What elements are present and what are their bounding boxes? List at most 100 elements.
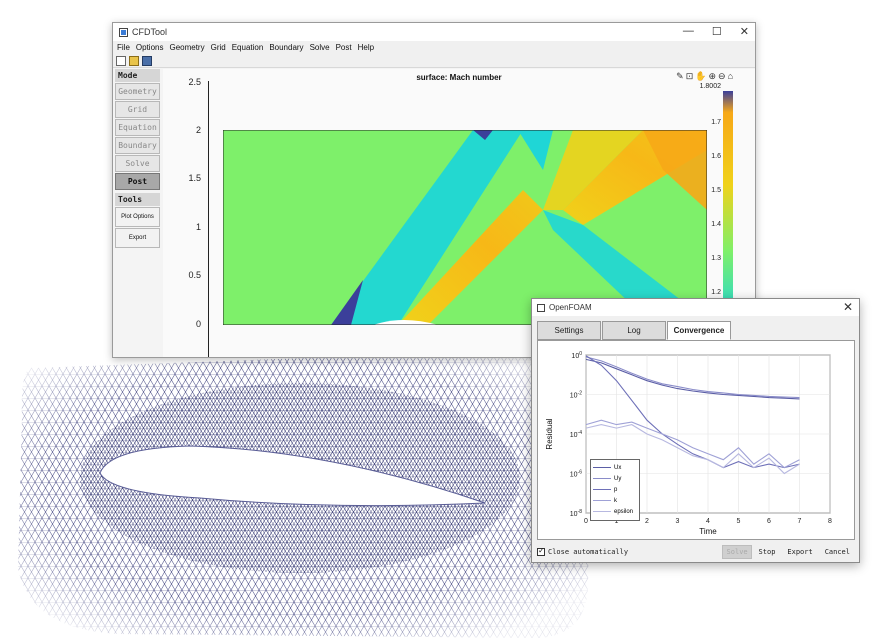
- x-tick-label: 0: [584, 518, 588, 525]
- legend-label: k: [614, 497, 617, 504]
- legend-swatch: [593, 500, 611, 501]
- legend-swatch: [593, 478, 611, 479]
- legend-label: p: [614, 486, 618, 493]
- menu-bar: File Options Geometry Grid Equation Boun…: [113, 41, 755, 54]
- x-tick-label: 3: [676, 518, 680, 525]
- app-icon: [119, 27, 128, 37]
- y-tick-label: 2: [195, 125, 201, 135]
- tools-header: Tools: [115, 193, 160, 206]
- legend-entry: k: [593, 495, 637, 506]
- colorbar-tick: 1.7: [711, 119, 721, 126]
- airfoil-mesh-image: [0, 338, 590, 638]
- pan-icon[interactable]: ✋: [695, 71, 707, 81]
- y-tick-label: 1.5: [188, 173, 201, 183]
- openfoam-titlebar: OpenFOAM ✕: [532, 299, 859, 316]
- y-tick-label: 0.5: [188, 270, 201, 280]
- x-tick-label: 5: [737, 518, 741, 525]
- y-tick-label: 10-6: [570, 470, 582, 479]
- menu-geometry[interactable]: Geometry: [169, 43, 205, 52]
- menu-help[interactable]: Help: [357, 43, 375, 52]
- mode-boundary-button[interactable]: Boundary: [115, 137, 160, 154]
- menu-solve[interactable]: Solve: [309, 43, 330, 52]
- openfoam-button-row: Close automatically Solve Stop Export Ca…: [537, 544, 855, 560]
- close-automatically-label: Close automatically: [548, 548, 629, 556]
- menu-grid[interactable]: Grid: [210, 43, 226, 52]
- brush-icon[interactable]: ✎: [676, 71, 684, 81]
- convergence-panel: 0 1 2 3 4 5 6 7 8 100 10-2 10-4 10-6 10-8 Time Residual…: [537, 340, 855, 540]
- cancel-button[interactable]: Cancel: [824, 548, 850, 556]
- series-line-ux: [585, 358, 800, 400]
- legend-label: Ux: [614, 464, 622, 471]
- chart-legend: Ux Uy p k epsilon: [590, 459, 640, 521]
- openfoam-tabs: Settings Log Convergence: [537, 321, 732, 340]
- close-automatically-checkbox[interactable]: [537, 546, 545, 556]
- x-tick-label: 2: [645, 518, 649, 525]
- openfoam-window-title: OpenFOAM: [549, 303, 592, 312]
- menu-boundary[interactable]: Boundary: [269, 43, 304, 52]
- y-tick-label: 1: [195, 222, 201, 232]
- mode-header: Mode: [115, 69, 160, 82]
- mach-contour-surface: [223, 130, 707, 325]
- plot-title: surface: Mach number: [416, 73, 502, 82]
- menu-post[interactable]: Post: [335, 43, 352, 52]
- y-axis-label: Residual: [545, 418, 554, 449]
- mode-equation-button[interactable]: Equation: [115, 119, 160, 136]
- mode-geometry-button[interactable]: Geometry: [115, 83, 160, 100]
- export-button[interactable]: Export: [115, 228, 160, 248]
- series-line-p: [585, 355, 800, 469]
- minimize-button[interactable]: —: [682, 25, 694, 37]
- legend-entry: Ux: [593, 462, 637, 473]
- plot-options-button[interactable]: Plot Options: [115, 207, 160, 227]
- openfoam-window: OpenFOAM ✕ Settings Log Convergence 0 1 2 3…: [531, 298, 860, 563]
- mode-solve-button[interactable]: Solve: [115, 155, 160, 172]
- new-file-icon[interactable]: [116, 55, 126, 66]
- menu-file[interactable]: File: [117, 43, 130, 52]
- data-tip-icon[interactable]: ⊡: [685, 71, 694, 81]
- legend-swatch: [593, 467, 611, 468]
- open-folder-icon[interactable]: [129, 55, 139, 66]
- home-icon[interactable]: ⌂: [727, 71, 733, 81]
- zoom-in-icon[interactable]: ⊕: [708, 71, 717, 81]
- mode-sidebar: Mode Geometry Grid Equation Boundary Sol…: [115, 69, 160, 357]
- y-tick-label: 0: [195, 319, 201, 329]
- openfoam-app-icon: [537, 303, 545, 312]
- solve-button[interactable]: Solve: [721, 545, 752, 559]
- window-titlebar: CFDTool — ☐ ✕: [113, 23, 755, 41]
- save-icon[interactable]: [142, 55, 152, 66]
- colorbar-tick: 1.2: [711, 289, 721, 296]
- x-axis-label: Time: [699, 527, 717, 536]
- legend-swatch: [593, 511, 611, 512]
- legend-label: Uy: [614, 475, 622, 482]
- close-button[interactable]: ✕: [739, 26, 749, 38]
- stop-button[interactable]: Stop: [758, 548, 776, 556]
- x-tick-label: 7: [798, 518, 802, 525]
- legend-entry: epsilon: [593, 506, 637, 517]
- mode-grid-button[interactable]: Grid: [115, 101, 160, 118]
- mode-post-button[interactable]: Post: [115, 173, 160, 190]
- x-tick-label: 1: [615, 518, 619, 525]
- legend-swatch: [593, 489, 611, 490]
- x-tick-label: 4: [706, 518, 710, 525]
- legend-entry: p: [593, 484, 637, 495]
- series-line-epsilon: [585, 424, 800, 475]
- menu-options[interactable]: Options: [135, 43, 164, 52]
- colorbar-tick: 1.3: [711, 255, 721, 262]
- mach-colorbar: [723, 91, 733, 357]
- y-axis-line: [208, 81, 209, 357]
- x-tick-label: 6: [767, 518, 771, 525]
- series-line-uy: [585, 356, 800, 399]
- x-tick-label: 8: [828, 518, 832, 525]
- maximize-button[interactable]: ☐: [711, 26, 722, 38]
- window-title: CFDTool: [132, 27, 168, 37]
- menu-equation[interactable]: Equation: [231, 43, 264, 52]
- tab-log[interactable]: Log: [602, 321, 666, 340]
- tab-convergence[interactable]: Convergence: [667, 321, 731, 340]
- zoom-out-icon[interactable]: ⊖: [718, 71, 726, 81]
- colorbar-tick: 1.5: [711, 187, 721, 194]
- y-tick-label: 100: [571, 351, 582, 360]
- export-results-button[interactable]: Export: [787, 548, 813, 556]
- legend-entry: Uy: [593, 473, 637, 484]
- tab-settings[interactable]: Settings: [537, 321, 601, 340]
- openfoam-close-button[interactable]: ✕: [842, 300, 853, 314]
